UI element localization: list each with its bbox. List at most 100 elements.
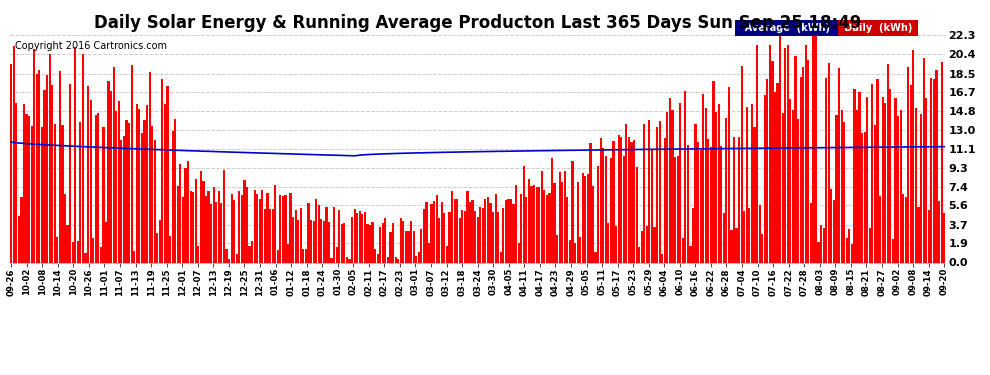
Text: Copyright 2016 Cartronics.com: Copyright 2016 Cartronics.com (15, 40, 166, 51)
Bar (220, 202, 223, 262)
Bar (697, 142, 699, 262)
Bar (495, 194, 497, 262)
Text: Average  (kWh): Average (kWh) (738, 22, 837, 33)
Bar (923, 58, 925, 262)
Bar (669, 98, 671, 262)
Title: Daily Solar Energy & Running Average Producton Last 365 Days Sun Sep 25 18:49: Daily Solar Energy & Running Average Pro… (94, 14, 861, 32)
Bar (100, 247, 102, 262)
Bar (610, 158, 612, 262)
Bar (636, 167, 638, 262)
Bar (36, 74, 38, 262)
Bar (818, 242, 820, 262)
Bar (77, 241, 79, 262)
Bar (61, 124, 63, 262)
Bar (589, 143, 592, 262)
Bar (833, 200, 835, 262)
Bar (89, 99, 92, 262)
Bar (205, 196, 207, 262)
Bar (382, 223, 384, 262)
Bar (615, 226, 617, 262)
Bar (310, 220, 312, 262)
Bar (151, 126, 153, 262)
Bar (905, 197, 907, 262)
Bar (807, 60, 810, 262)
Bar (856, 110, 858, 262)
Bar (500, 252, 502, 262)
Bar (108, 81, 110, 262)
Bar (594, 252, 597, 262)
Bar (121, 140, 123, 262)
Bar (279, 195, 281, 262)
Bar (215, 202, 218, 262)
Bar (328, 222, 330, 262)
Bar (363, 212, 366, 262)
Bar (558, 172, 560, 262)
Bar (453, 199, 455, 262)
Bar (869, 228, 871, 262)
Bar (715, 112, 717, 262)
Bar (389, 232, 392, 262)
Bar (192, 192, 194, 262)
Bar (466, 190, 468, 262)
Bar (533, 184, 536, 262)
Bar (139, 110, 141, 262)
Bar (333, 207, 336, 262)
Bar (805, 45, 807, 262)
Bar (179, 164, 181, 262)
Bar (544, 190, 545, 262)
Bar (226, 249, 228, 262)
Bar (69, 84, 71, 262)
Bar (776, 83, 779, 262)
Bar (497, 212, 499, 262)
Bar (426, 202, 428, 262)
Bar (264, 209, 266, 262)
Bar (797, 118, 799, 262)
Bar (433, 201, 436, 262)
Bar (845, 238, 847, 262)
Bar (241, 195, 243, 262)
Bar (228, 259, 230, 262)
Bar (141, 133, 143, 262)
Bar (650, 149, 653, 262)
Bar (79, 122, 81, 262)
Bar (361, 213, 363, 262)
Bar (110, 92, 112, 262)
Bar (351, 217, 353, 262)
Bar (682, 238, 684, 262)
Bar (813, 35, 815, 262)
Bar (448, 212, 450, 262)
Bar (126, 120, 128, 262)
Bar (792, 110, 794, 262)
Bar (728, 87, 730, 262)
Bar (184, 168, 186, 262)
Bar (366, 224, 368, 262)
Bar (46, 75, 49, 262)
Bar (13, 46, 15, 262)
Bar (423, 209, 425, 262)
Bar (505, 200, 507, 262)
Bar (295, 210, 297, 262)
Bar (400, 218, 402, 262)
Bar (284, 195, 286, 262)
Bar (374, 249, 376, 262)
Bar (492, 212, 494, 262)
Bar (287, 244, 289, 262)
Bar (784, 48, 786, 262)
Bar (815, 35, 817, 262)
Bar (415, 256, 417, 262)
Bar (444, 213, 446, 262)
Bar (471, 200, 473, 262)
Bar (441, 202, 443, 262)
Bar (631, 142, 633, 262)
Bar (920, 114, 923, 262)
Bar (315, 199, 317, 262)
Bar (420, 229, 423, 262)
Bar (182, 197, 184, 262)
Text: Daily  (kWh): Daily (kWh) (841, 22, 916, 33)
Bar (176, 186, 179, 262)
Bar (171, 131, 174, 262)
Bar (548, 193, 550, 262)
Bar (87, 86, 89, 262)
Bar (800, 77, 802, 262)
Bar (938, 201, 940, 262)
